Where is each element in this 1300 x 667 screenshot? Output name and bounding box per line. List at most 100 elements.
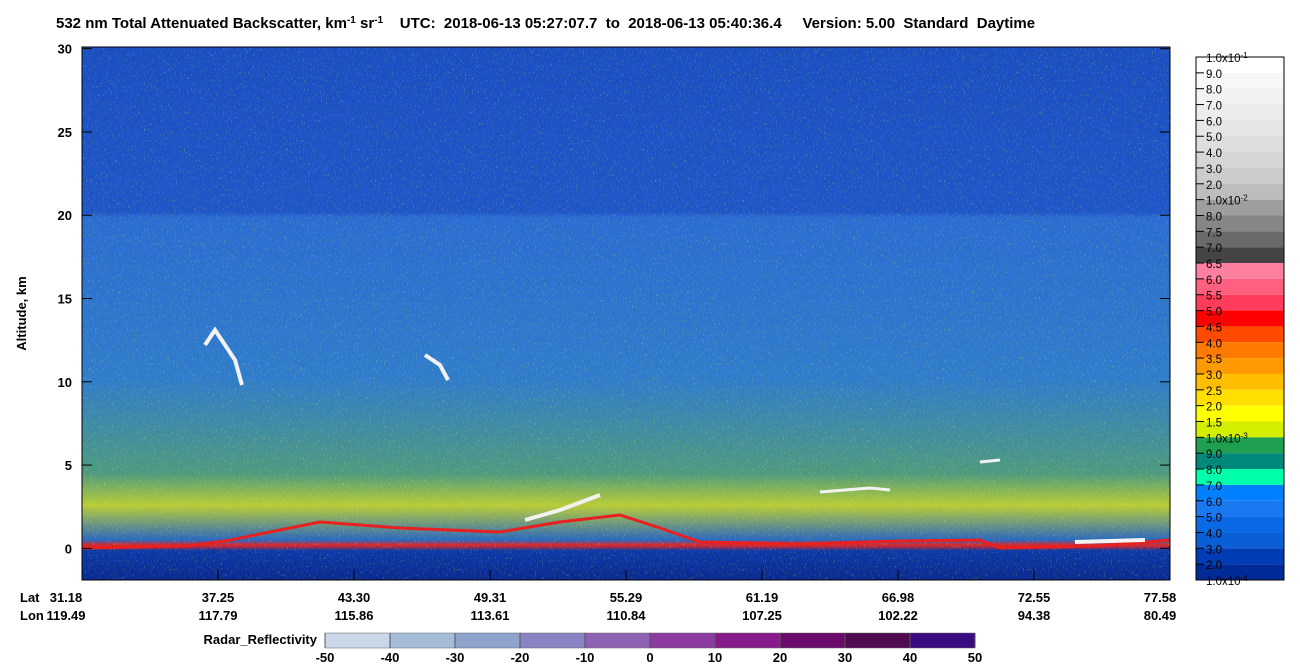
radar-colorbar-cell	[324, 632, 391, 649]
radar-colorbar-cell	[454, 632, 521, 649]
radar-colorbar-cell	[714, 632, 781, 649]
radar-tick-label: 0	[646, 650, 653, 665]
colorbar-label: 6.0	[1206, 497, 1222, 509]
colorbar-cell	[1196, 358, 1284, 374]
colorbar-label: 8.0	[1206, 211, 1222, 223]
colorbar-label: 1.5	[1206, 418, 1222, 430]
colorbar-cell	[1196, 453, 1284, 470]
x-tick-label: 43.30	[338, 590, 371, 605]
radar-colorbar-cell	[779, 632, 846, 649]
colorbar-label: 7.0	[1206, 243, 1222, 255]
colorbar-cell	[1196, 469, 1284, 485]
colorbar-cell	[1196, 342, 1284, 359]
x-tick-label: 72.55	[1018, 590, 1051, 605]
colorbar-cell	[1196, 247, 1284, 264]
colorbar-label: 2.0	[1206, 560, 1222, 572]
x-tick-label: 37.25	[202, 590, 235, 605]
colorbar-frame	[1195, 56, 1285, 581]
radar-colorbar-cell	[389, 632, 456, 649]
y-tick-label: 5	[65, 458, 72, 473]
colorbar-label-exponent: -3	[1241, 431, 1249, 440]
x-row-name: Lat	[20, 590, 40, 605]
y-tick-label: 25	[58, 125, 72, 140]
chart-title: 532 nm Total Attenuated Backscatter, km-…	[56, 15, 1035, 33]
radar-tick-label: -50	[316, 650, 335, 665]
radar-tick-label: 40	[903, 650, 917, 665]
colorbar-label: 3.0	[1206, 164, 1222, 176]
colorbar-label: 9.0	[1206, 449, 1222, 461]
curtain-image	[82, 47, 1170, 580]
colorbar-cell	[1196, 405, 1284, 422]
radar-tick-label: -10	[576, 650, 595, 665]
colorbar-label: 4.5	[1206, 322, 1222, 334]
colorbar-label: 7.0	[1206, 101, 1222, 113]
colorbar-label: 4.0	[1206, 148, 1222, 160]
radar-tick-label: -30	[446, 650, 465, 665]
y-tick-label: 15	[58, 292, 72, 307]
colorbar-cell	[1196, 564, 1284, 580]
x-tick-label: 102.22	[878, 608, 918, 623]
radar-tick-label: -20	[511, 650, 530, 665]
colorbar-cell	[1196, 167, 1284, 184]
colorbar-cell	[1196, 294, 1284, 311]
colorbar-cell	[1196, 310, 1284, 327]
colorbar-cell	[1196, 57, 1284, 73]
colorbar-label: 2.5	[1206, 386, 1222, 398]
colorbar-label: 5.0	[1206, 513, 1222, 525]
radar-label: Radar_Reflectivity	[204, 632, 318, 647]
title-text: sr	[356, 15, 375, 32]
colorbar-cell	[1196, 373, 1284, 390]
colorbar-cell	[1196, 500, 1284, 517]
colorbar-cell	[1196, 152, 1284, 168]
colorbar-label: 5.0	[1206, 307, 1222, 319]
x-tick-label: 55.29	[610, 590, 643, 605]
colorbar-cell	[1196, 199, 1284, 216]
x-tick-label: 94.38	[1018, 608, 1051, 623]
colorbar-label: 3.5	[1206, 354, 1222, 366]
colorbar-label: 8.0	[1206, 465, 1222, 477]
colorbar-cell	[1196, 532, 1284, 549]
colorbar-cell	[1196, 231, 1284, 248]
colorbar-label: 3.0	[1206, 370, 1222, 382]
colorbar-label: 5.5	[1206, 291, 1222, 303]
colorbar-label-base: 1.0x10	[1206, 433, 1241, 445]
colorbar-label: 7.0	[1206, 481, 1222, 493]
colorbar-label-exponent: -2	[1241, 193, 1249, 202]
title-text: UTC: 2018-06-13 05:27:07.7 to 2018-06-13…	[383, 15, 1035, 32]
radar-colorbar-cell	[909, 632, 976, 649]
colorbar-label-exponent: -1	[1241, 51, 1249, 60]
colorbar-label: 3.0	[1206, 544, 1222, 556]
colorbar-label: 2.0	[1206, 180, 1222, 192]
radar-tick-label: 20	[773, 650, 787, 665]
colorbar-label: 2.0	[1206, 402, 1222, 414]
radar-colorbar-cell	[519, 632, 586, 649]
x-tick-label: 61.19	[746, 590, 779, 605]
colorbar-cell	[1196, 263, 1284, 279]
colorbar-label: 5.0	[1206, 132, 1222, 144]
x-tick-label: 31.18	[50, 590, 83, 605]
colorbar-label-base: 1.0x10	[1206, 53, 1241, 65]
colorbar-label: 8.0	[1206, 85, 1222, 97]
x-tick-label: 66.98	[882, 590, 915, 605]
y-tick-label: 20	[58, 208, 72, 223]
x-tick-label: 113.61	[470, 608, 509, 623]
colorbar-cell	[1196, 437, 1284, 454]
y-tick-label: 30	[58, 42, 72, 57]
radar-tick-label: 10	[708, 650, 722, 665]
x-tick-label: 107.25	[742, 608, 782, 623]
colorbar-label-base: 1.0x10	[1206, 196, 1241, 208]
colorbar-label: 4.0	[1206, 528, 1222, 540]
colorbar-label: 1.0x10-4	[1206, 574, 1248, 589]
title-superscript: -1	[347, 15, 356, 26]
colorbar-cell	[1196, 326, 1284, 343]
radar-colorbar-cell	[649, 632, 716, 649]
colorbar-label-base: 1.0x10	[1206, 576, 1241, 588]
colorbar-cell	[1196, 136, 1284, 153]
title-text: 532 nm Total Attenuated Backscatter, km	[56, 15, 347, 32]
y-axis-label: Altitude, km	[14, 276, 29, 350]
colorbar-cell	[1196, 88, 1284, 105]
title-superscript: -1	[374, 15, 383, 26]
colorbar-label: 1.0x10-3	[1206, 431, 1248, 446]
radar-colorbar-cell	[844, 632, 911, 649]
